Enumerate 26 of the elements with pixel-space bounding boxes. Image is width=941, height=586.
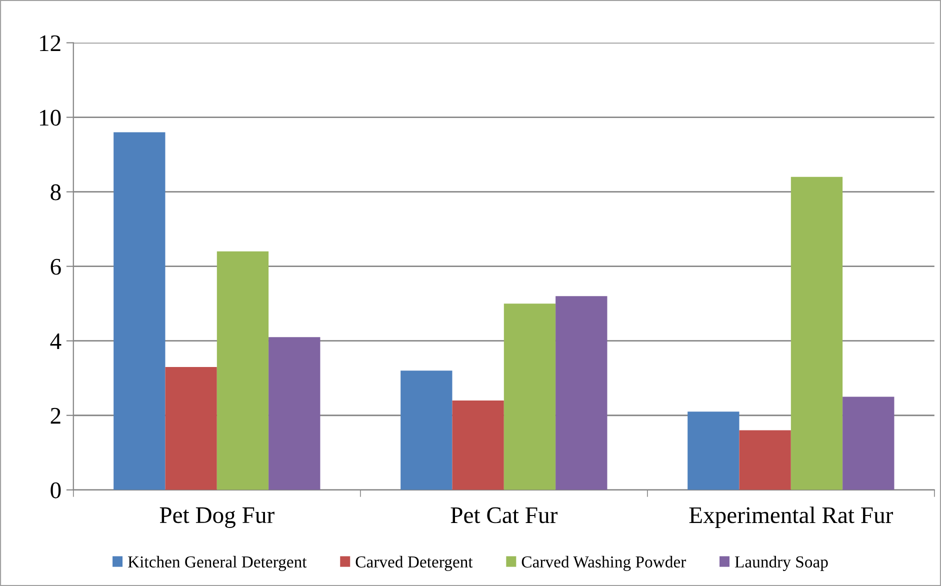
legend-label: Carved Washing Powder — [522, 556, 686, 571]
bar — [739, 430, 791, 490]
bar — [842, 396, 894, 490]
bar — [114, 132, 166, 490]
x-tick-label: Pet Cat Fur — [450, 507, 558, 524]
bar — [400, 370, 452, 490]
bar — [452, 400, 504, 490]
x-tick-label: Pet Dog Fur — [160, 507, 274, 528]
legend-label: Laundry Soap — [734, 556, 828, 571]
y-tick-label: 10 — [40, 110, 61, 126]
legend-label: Kitchen General Detergent — [128, 556, 307, 571]
y-tick-label: 4 — [50, 334, 62, 350]
legend-label: Carved Detergent — [356, 556, 473, 571]
y-tick-label: 2 — [50, 408, 60, 424]
bar — [216, 251, 269, 490]
bar — [268, 337, 320, 490]
bar — [165, 366, 217, 490]
x-tick-label: Experimental Rat Fur — [689, 506, 893, 528]
y-tick-label: 12 — [40, 35, 60, 51]
bar — [504, 304, 556, 490]
bar — [556, 296, 608, 490]
y-tick-label: 0 — [50, 482, 61, 498]
bar — [790, 176, 843, 490]
y-tick-label: 8 — [50, 184, 61, 200]
bar — [688, 412, 740, 490]
y-tick-label: 6 — [50, 258, 61, 275]
